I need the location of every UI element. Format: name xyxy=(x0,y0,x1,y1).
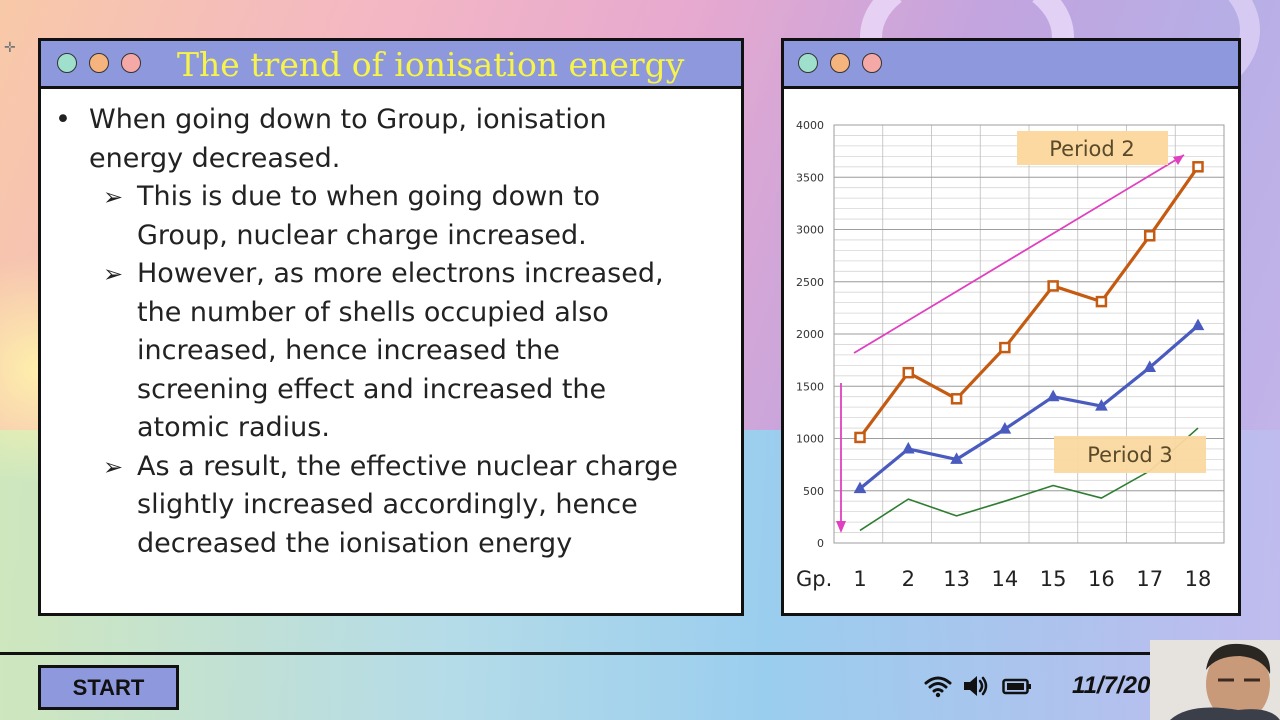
sub-bullet: ➢ However, as more electrons increased, … xyxy=(51,255,721,448)
data-point-triangle xyxy=(901,441,915,454)
y-tick-label: 3000 xyxy=(796,224,824,237)
main-bullet: • When going down to Group, ionisation e… xyxy=(51,101,721,178)
arrow-bullet-icon: ➢ xyxy=(103,260,124,288)
slide-title: The trend of ionisation energy xyxy=(177,45,685,84)
bullet-dot-icon: • xyxy=(55,104,71,135)
ionisation-energy-chart: 0 500 1000 1500 2000 2500 3000 3500 4000 Gp. 1 2 13 1… xyxy=(796,119,1225,591)
window-dot-green-icon[interactable] xyxy=(57,53,77,73)
bullet-line: When going down to Group, ionisation xyxy=(89,104,607,135)
y-tick-label: 3500 xyxy=(796,171,824,184)
window-title-bar xyxy=(784,41,1238,89)
x-tick-label: 18 xyxy=(1185,567,1212,591)
trend-arrow-down-head xyxy=(836,521,846,533)
window-dot-pink-icon[interactable] xyxy=(121,53,141,73)
presenter-silhouette-icon xyxy=(1150,640,1280,720)
x-tick-label: 16 xyxy=(1088,567,1115,591)
y-tick-label: 2500 xyxy=(796,276,824,289)
data-point-triangle xyxy=(1143,360,1157,372)
sub-bullet-line: This is due to when going down to xyxy=(137,181,601,212)
period2-label: Period 2 xyxy=(1049,137,1135,161)
slide-content: • When going down to Group, ionisation e… xyxy=(51,101,721,563)
y-tick-label: 1500 xyxy=(796,380,824,393)
presenter-webcam xyxy=(1150,640,1280,720)
sub-bullet: ➢ As a result, the effective nuclear cha… xyxy=(51,448,721,564)
plot-border xyxy=(833,124,1225,544)
data-point-triangle xyxy=(998,422,1012,434)
sub-bullet-line: slightly increased accordingly, hence xyxy=(137,489,638,520)
y-tick-label: 4000 xyxy=(796,119,824,132)
battery-icon[interactable] xyxy=(1002,674,1032,698)
sub-bullet-line: However, as more electrons increased, xyxy=(137,258,664,289)
sub-bullet-line: screening effect and increased the xyxy=(137,373,607,405)
data-point-triangle xyxy=(1095,399,1108,411)
sub-bullet-line: increased, hence increased the xyxy=(137,335,560,366)
data-point-triangle xyxy=(1191,318,1205,331)
window-dot-orange-icon[interactable] xyxy=(89,53,109,73)
series-line xyxy=(858,324,1200,490)
sub-bullet-line: atomic radius. xyxy=(137,412,330,443)
sub-bullet-line: Group, nuclear charge increased. xyxy=(137,219,587,251)
x-tick-label: 13 xyxy=(943,567,970,591)
x-tick-label: 17 xyxy=(1136,567,1163,591)
y-tick-label: 1000 xyxy=(796,433,824,446)
y-tick-label: 0 xyxy=(817,537,824,550)
chart-window: 0 500 1000 1500 2000 2500 3000 3500 4000 Gp. 1 2 13 1… xyxy=(781,38,1241,616)
volume-icon[interactable] xyxy=(962,674,990,698)
data-point-triangle xyxy=(1046,389,1060,402)
sub-bullet-line: the number of shells occupied also xyxy=(137,296,609,328)
y-tick-label: 500 xyxy=(803,485,824,498)
x-tick-label: 14 xyxy=(991,567,1018,591)
window-title-bar: The trend of ionisation energy xyxy=(41,41,741,89)
series-line xyxy=(858,165,1200,439)
start-button[interactable]: START xyxy=(38,665,179,710)
x-axis-prefix-label: Gp. xyxy=(796,567,832,591)
x-tick-label: 15 xyxy=(1040,567,1067,591)
trend-arrow-up xyxy=(853,154,1185,354)
data-point-square xyxy=(902,366,915,379)
data-point-triangle xyxy=(950,452,963,464)
trend-arrow-up-head xyxy=(1173,155,1184,165)
y-tick-label: 2000 xyxy=(796,328,824,341)
x-tick-label: 2 xyxy=(902,567,915,591)
period3-label: Period 3 xyxy=(1087,443,1173,467)
arrow-bullet-icon: ➢ xyxy=(103,183,124,211)
data-point-triangle xyxy=(853,481,867,494)
sub-bullet-line: As a result, the effective nuclear charg… xyxy=(137,450,678,482)
data-point-square xyxy=(1143,230,1156,242)
arrow-bullet-icon: ➢ xyxy=(103,452,124,481)
x-tick-label: 1 xyxy=(853,567,866,591)
window-dot-green-icon[interactable] xyxy=(798,53,818,73)
window-dot-pink-icon[interactable] xyxy=(862,53,882,73)
bullet-line: energy decreased. xyxy=(89,142,341,174)
taskbar-divider xyxy=(0,652,1280,655)
data-point-square xyxy=(854,431,866,444)
data-point-square xyxy=(950,393,963,405)
period3-label-box xyxy=(1054,436,1206,473)
data-point-square xyxy=(1047,280,1059,292)
series-line xyxy=(859,427,1199,532)
wifi-icon[interactable] xyxy=(924,674,952,698)
period2-label-box xyxy=(1017,131,1168,165)
sub-bullet: ➢ This is due to when going down to Grou… xyxy=(51,178,721,255)
sub-bullet-line: decreased the ionisation energy xyxy=(137,527,573,559)
data-point-square xyxy=(1095,295,1108,308)
cursor-crosshair-icon: ✛ xyxy=(4,40,16,56)
window-dot-orange-icon[interactable] xyxy=(830,53,850,73)
data-point-square xyxy=(1192,161,1204,173)
text-window: The trend of ionisation energy • When go… xyxy=(38,38,744,616)
data-point-square xyxy=(999,341,1011,354)
